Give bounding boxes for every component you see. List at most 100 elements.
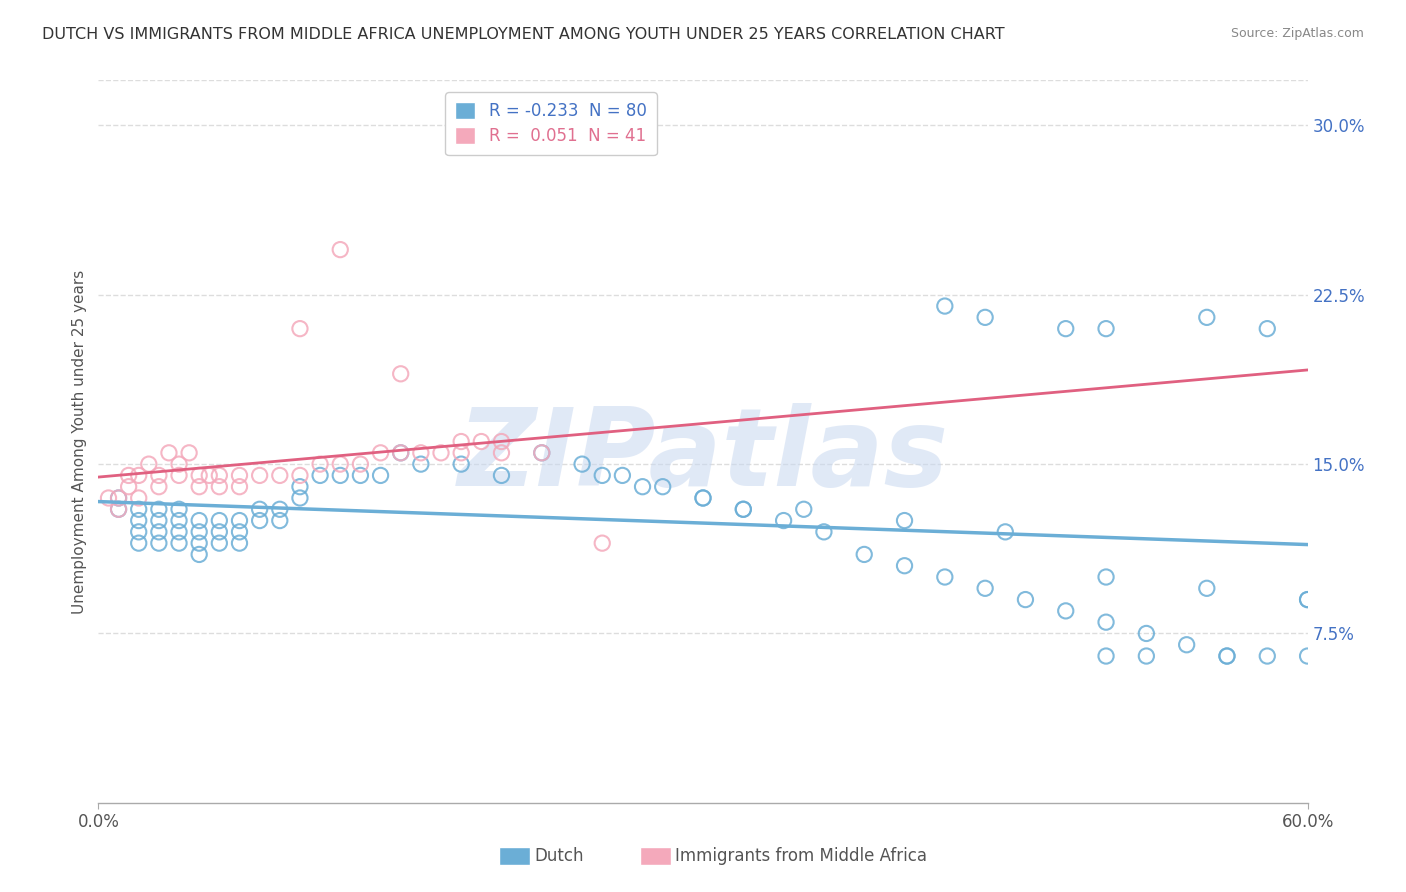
Point (571, 457, 593, 471)
Point (269, 468, 291, 483)
Point (651, 480, 673, 494)
Point (128, 468, 150, 483)
Point (389, 367, 412, 381)
Point (118, 468, 141, 483)
Point (409, 457, 432, 471)
Point (188, 524, 211, 539)
Point (179, 446, 201, 460)
Point (249, 514, 271, 528)
Point (389, 446, 412, 460)
Point (1296, 592, 1319, 607)
Point (1095, 570, 1118, 584)
Point (853, 548, 876, 562)
Point (188, 548, 211, 562)
Point (288, 480, 311, 494)
Point (370, 446, 392, 460)
Point (128, 514, 150, 528)
Point (1095, 615, 1118, 630)
Point (249, 468, 271, 483)
Point (733, 502, 755, 516)
Point (491, 468, 513, 483)
Point (208, 480, 231, 494)
Point (893, 558, 915, 573)
Point (107, 502, 129, 516)
Point (157, 446, 180, 460)
Point (148, 536, 170, 550)
Point (208, 468, 231, 483)
Point (288, 321, 311, 335)
Point (349, 457, 371, 471)
Point (167, 536, 190, 550)
Point (288, 491, 311, 505)
Point (208, 524, 231, 539)
Point (309, 457, 332, 471)
Point (148, 480, 170, 494)
Point (450, 434, 472, 449)
Point (148, 468, 170, 483)
Point (934, 299, 956, 313)
Point (893, 514, 915, 528)
Point (491, 446, 513, 460)
Point (530, 446, 553, 460)
Point (974, 310, 997, 325)
Point (228, 524, 250, 539)
Point (1195, 582, 1218, 596)
Point (208, 514, 231, 528)
Point (631, 480, 654, 494)
Point (288, 468, 311, 483)
Point (1175, 638, 1198, 652)
Point (1054, 321, 1077, 335)
Point (491, 434, 513, 449)
Point (450, 457, 472, 471)
Point (198, 468, 221, 483)
Point (1095, 648, 1118, 663)
Point (128, 524, 150, 539)
Point (128, 491, 150, 505)
Point (188, 480, 211, 494)
Point (188, 514, 211, 528)
Point (934, 570, 956, 584)
Point (1095, 321, 1118, 335)
Point (167, 457, 190, 471)
Point (591, 536, 613, 550)
Point (530, 446, 553, 460)
Point (1296, 648, 1319, 663)
Point (128, 536, 150, 550)
Point (97, 491, 120, 505)
Point (228, 536, 250, 550)
Point (430, 446, 453, 460)
Point (249, 502, 271, 516)
Point (813, 524, 835, 539)
Point (1256, 648, 1278, 663)
Point (692, 491, 714, 505)
Point (228, 480, 250, 494)
Point (107, 491, 129, 505)
Point (148, 502, 170, 516)
Text: Dutch: Dutch (534, 847, 583, 865)
Point (1216, 648, 1239, 663)
Point (148, 514, 170, 528)
Point (167, 502, 190, 516)
Point (309, 468, 332, 483)
Text: DUTCH VS IMMIGRANTS FROM MIDDLE AFRICA UNEMPLOYMENT AMONG YOUTH UNDER 25 YEARS C: DUTCH VS IMMIGRANTS FROM MIDDLE AFRICA U… (42, 27, 1005, 42)
Point (167, 514, 190, 528)
Point (994, 524, 1017, 539)
Point (1195, 310, 1218, 325)
Point (1135, 626, 1157, 640)
Point (793, 502, 815, 516)
Point (107, 491, 129, 505)
Point (1216, 648, 1239, 663)
Point (329, 243, 352, 257)
Legend: R = -0.233  N = 80, R =  0.051  N = 41: R = -0.233 N = 80, R = 0.051 N = 41 (446, 92, 657, 155)
Point (329, 468, 352, 483)
Point (470, 434, 492, 449)
Point (389, 446, 412, 460)
Point (188, 468, 211, 483)
Point (1256, 321, 1278, 335)
Point (370, 468, 392, 483)
Text: Source: ZipAtlas.com: Source: ZipAtlas.com (1230, 27, 1364, 40)
Point (208, 536, 231, 550)
Point (974, 582, 997, 596)
Point (107, 502, 129, 516)
Point (733, 502, 755, 516)
